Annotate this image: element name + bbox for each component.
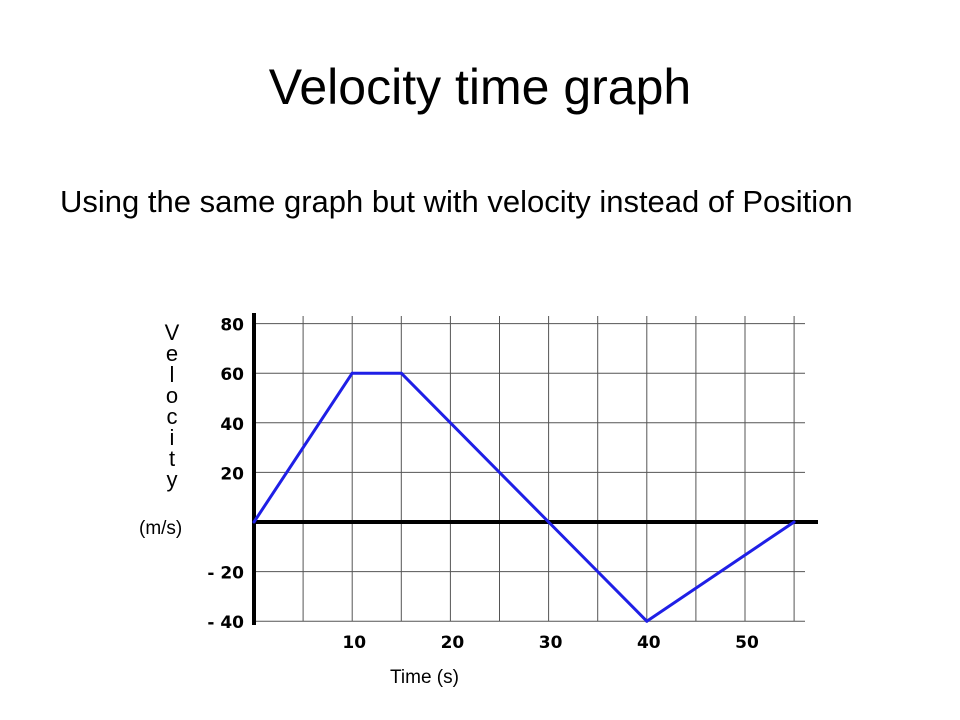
x-tick-label: 20	[441, 633, 465, 653]
x-tick-label: 40	[637, 633, 661, 653]
x-tick-label: 30	[539, 633, 563, 653]
y-tick-label: 80	[220, 316, 244, 336]
y-axis-unit: (m/s)	[139, 518, 183, 539]
data-point	[399, 371, 403, 375]
y-tick-label: 20	[220, 464, 244, 484]
tick-labels: 80 60 40 20 - 20 - 40 10 20 30 40 50	[207, 316, 759, 653]
y-tick-label: 40	[220, 415, 244, 435]
y-axis-label-letter: o	[165, 383, 179, 408]
y-tick-label: 60	[220, 365, 244, 385]
data-point	[350, 371, 354, 375]
data-point	[792, 520, 796, 524]
y-tick-label: - 20	[207, 564, 244, 584]
x-tick-label: 10	[342, 633, 366, 653]
slide-title: Velocity time graph	[268, 59, 692, 115]
y-axis-label-letter: V	[164, 320, 180, 345]
y-tick-label: - 40	[207, 613, 244, 633]
grid-lines	[254, 316, 805, 622]
data-point	[547, 520, 551, 524]
y-axis-label-letter: e	[165, 341, 179, 366]
y-axis-label-letter: t	[168, 446, 176, 471]
data-point	[645, 619, 649, 623]
series-group	[252, 371, 796, 623]
slide-body-text: Using the same graph but with velocity i…	[60, 184, 853, 219]
x-tick-label: 50	[735, 633, 759, 653]
x-axis-label: Time (s)	[390, 667, 459, 688]
y-axis-label-letter: y	[166, 467, 178, 492]
axes	[252, 313, 818, 625]
data-point	[252, 520, 256, 524]
y-axis-label-letter: i	[169, 425, 175, 450]
y-axis-label-letter: l	[169, 362, 175, 387]
y-axis-label-letter: c	[166, 404, 178, 429]
velocity-series-line	[252, 371, 795, 623]
